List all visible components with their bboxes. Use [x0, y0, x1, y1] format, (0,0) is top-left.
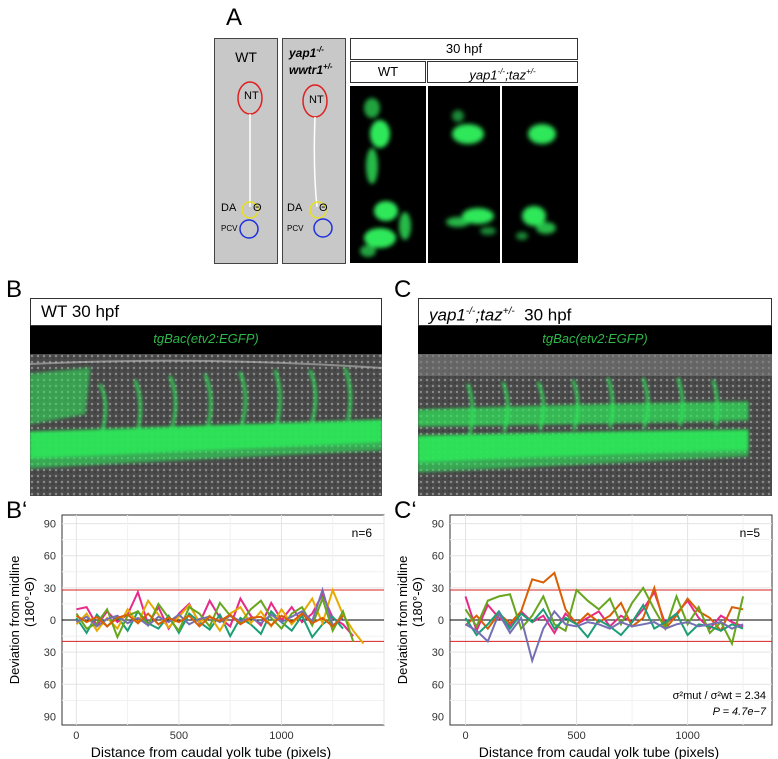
mut-title-sup1: -/-	[316, 45, 324, 54]
col-header-mutant: yap1-/-;taz+/-	[427, 61, 578, 83]
panel-c-title-sup1: -/-	[465, 306, 476, 317]
mut-title-sup2: +/-	[323, 62, 333, 71]
x-tick-label: 1000	[269, 730, 293, 742]
micrograph-mutant-1	[428, 86, 500, 263]
y-tick-label: 30	[432, 583, 444, 595]
mutant-schematic-title: yap1-/- wwtr1+/-	[289, 43, 333, 77]
micrograph-wt	[350, 86, 426, 263]
x-tick-label: 500	[567, 730, 585, 742]
panel-c-title-sup2: +/-	[502, 306, 515, 317]
micrograph-mutant-2-image	[516, 124, 556, 240]
panel-c-title-gene: yap1	[429, 305, 466, 325]
wt-schematic-drawing	[237, 81, 263, 239]
stage-header: 30 hpf	[350, 38, 578, 60]
mut-pcv-label: PCV	[287, 224, 304, 233]
mut-nt-label: NT	[309, 94, 324, 106]
series-line-s6	[75, 612, 344, 628]
y-axis-label-line2: (180°-Θ)	[22, 577, 37, 627]
panel-b-micrograph-image	[30, 354, 382, 496]
y-axis-label-line1: Deviation from midline	[395, 556, 410, 685]
col-mut-gene: yap1	[469, 67, 498, 83]
mutant-schematic-drawing	[302, 84, 333, 238]
wt-schematic-title: WT	[235, 49, 257, 65]
chart-b: 90 60 30 0 30 60 90 0 500 1000 Distance from cauda…	[7, 514, 385, 759]
stats-variance-ratio: σ²mut / σ²wt = 2.34	[673, 690, 766, 702]
y-tick-label: 90	[432, 711, 444, 723]
y-tick-label: 60	[44, 679, 56, 691]
wt-da-label: DA	[221, 202, 237, 214]
panel-c-micrograph-image	[418, 354, 772, 496]
panel-c-title-stage: 30 hpf	[514, 305, 572, 325]
mutant-schematic: yap1-/- wwtr1+/- NT DA Θ PCV	[282, 38, 346, 264]
y-tick-label: 30	[44, 647, 56, 659]
y-tick-label: 0	[438, 615, 444, 627]
n-label: n=5	[740, 526, 761, 540]
col-mut-sup2: +/-	[526, 67, 536, 76]
panel-c-title-mid: ;taz	[475, 305, 503, 325]
panel-b-transgene: tgBac(etv2:EGFP)	[30, 326, 382, 354]
col-mut-sup1: -/-	[497, 67, 506, 76]
panel-c-label: C	[394, 276, 412, 303]
y-axis-label-line1: Deviation from midline	[7, 556, 22, 685]
x-tick-label: 0	[462, 730, 468, 742]
wt-nt-label: NT	[244, 90, 259, 102]
x-tick-label: 1000	[675, 730, 699, 742]
stats-p-value: P = 4.7e−7	[713, 706, 767, 718]
wt-pcv-label: PCV	[221, 224, 238, 233]
x-tick-label: 0	[73, 730, 79, 742]
panel-c-micrograph	[418, 354, 772, 496]
chart-c: 90 60 30 0 30 60 90 0 500 1000 Distance from cauda…	[395, 514, 773, 759]
chart-c-letter: C‘	[394, 497, 417, 524]
y-tick-label: 60	[432, 551, 444, 563]
y-tick-label: 90	[432, 519, 444, 531]
mut-theta-label: Θ	[319, 202, 328, 214]
micrograph-mutant-1-image	[446, 110, 496, 235]
mut-title-gene2: wwtr1	[289, 63, 324, 77]
panel-c-title: yap1-/-;taz+/- 30 hpf	[418, 298, 772, 326]
x-axis-label: Distance from caudal yolk tube (pixels)	[91, 744, 331, 759]
x-axis-label: Distance from caudal yolk tube (pixels)	[479, 744, 719, 759]
col-mut-mid: ;taz	[505, 67, 527, 83]
col-header-wt: WT	[350, 61, 426, 83]
micrograph-mutant-2	[502, 86, 578, 263]
y-tick-label: 90	[44, 519, 56, 531]
y-tick-label: 0	[50, 615, 56, 627]
series-line-s5	[465, 609, 744, 665]
panel-b-label: B	[6, 276, 23, 303]
panel-a-label: A	[226, 4, 243, 31]
panel-b-title: WT 30 hpf	[30, 298, 382, 326]
n-label: n=6	[352, 526, 373, 540]
mut-title-gene1: yap1	[289, 46, 317, 60]
x-tick-label: 500	[170, 730, 188, 742]
y-axis-label-line2: (180°-Θ)	[410, 577, 425, 627]
y-tick-label: 90	[44, 711, 56, 723]
y-tick-label: 60	[44, 551, 56, 563]
chart-b-letter: B‘	[6, 497, 28, 524]
panel-c-transgene: tgBac(etv2:EGFP)	[418, 326, 772, 354]
wt-schematic: WT NT DA Θ PCV	[214, 38, 278, 264]
wt-theta-label: Θ	[253, 202, 262, 214]
panel-b-micrograph	[30, 354, 382, 496]
series-line-s3	[464, 586, 745, 647]
y-tick-label: 30	[432, 647, 444, 659]
micrograph-wt-image	[360, 98, 411, 257]
y-tick-label: 30	[44, 583, 56, 595]
y-tick-label: 60	[432, 679, 444, 691]
mut-da-label: DA	[287, 202, 303, 214]
